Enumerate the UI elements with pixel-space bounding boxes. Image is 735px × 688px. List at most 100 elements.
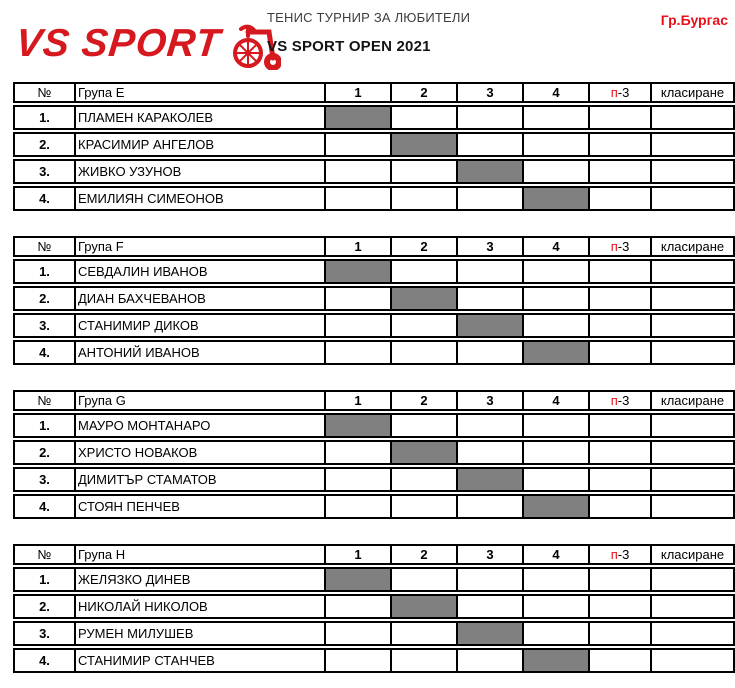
player-name: ХРИСТО НОВАКОВ	[75, 440, 325, 465]
match-column-header: 4	[523, 82, 589, 103]
player-row: 4. СТОЯН ПЕНЧЕВ	[13, 494, 735, 519]
match-result-cell	[523, 440, 589, 465]
match-result-cell	[325, 648, 391, 673]
number-column-header: №	[13, 236, 75, 257]
match-result-cell	[523, 621, 589, 646]
match-column-header: 2	[391, 544, 457, 565]
player-name: ЖЕЛЯЗКО ДИНЕВ	[75, 567, 325, 592]
points-cell	[589, 340, 651, 365]
player-number: 2.	[13, 132, 75, 157]
ranking-cell	[651, 340, 735, 365]
match-result-cell	[391, 159, 457, 184]
group-name-header: Група H	[75, 544, 325, 565]
player-row: 3. ДИМИТЪР СТАМАТОВ	[13, 467, 735, 492]
match-result-cell	[523, 594, 589, 619]
match-result-cell	[457, 648, 523, 673]
self-match-cell	[523, 186, 589, 211]
self-match-cell	[325, 413, 391, 438]
group-name-header: Група E	[75, 82, 325, 103]
points-header-black-part: -3	[617, 393, 630, 408]
match-result-cell	[391, 259, 457, 284]
group-header-row: № Група E 1 2 3 4 п-3 класиране	[13, 82, 735, 103]
self-match-cell	[391, 440, 457, 465]
player-number: 4.	[13, 648, 75, 673]
points-header-red-part: п	[610, 547, 618, 562]
player-number: 1.	[13, 259, 75, 284]
points-column-header: п-3	[589, 236, 651, 257]
player-name: ЖИВКО УЗУНОВ	[75, 159, 325, 184]
ranking-cell	[651, 259, 735, 284]
player-row: 2. ДИАН БАХЧЕВАНОВ	[13, 286, 735, 311]
points-cell	[589, 594, 651, 619]
logo-text: VS SPORT	[13, 21, 223, 65]
points-header-red-part: п	[610, 393, 618, 408]
ranking-cell	[651, 105, 735, 130]
points-column-header: п-3	[589, 544, 651, 565]
ranking-cell	[651, 159, 735, 184]
player-row: 1. ЖЕЛЯЗКО ДИНЕВ	[13, 567, 735, 592]
player-number: 1.	[13, 413, 75, 438]
match-column-header: 3	[457, 390, 523, 411]
match-result-cell	[325, 467, 391, 492]
player-row: 4. ЕМИЛИЯН СИМЕОНОВ	[13, 186, 735, 211]
match-column-header: 3	[457, 236, 523, 257]
match-column-header: 1	[325, 390, 391, 411]
points-header-black-part: -3	[617, 547, 630, 562]
points-cell	[589, 567, 651, 592]
ranking-cell	[651, 494, 735, 519]
match-column-header: 2	[391, 236, 457, 257]
points-header-black-part: -3	[617, 239, 630, 254]
match-column-header: 1	[325, 544, 391, 565]
match-result-cell	[325, 621, 391, 646]
self-match-cell	[391, 594, 457, 619]
match-result-cell	[523, 159, 589, 184]
player-number: 4.	[13, 340, 75, 365]
self-match-cell	[325, 567, 391, 592]
player-name: СЕВДАЛИН ИВАНОВ	[75, 259, 325, 284]
match-column-header: 3	[457, 82, 523, 103]
match-result-cell	[325, 494, 391, 519]
match-result-cell	[457, 259, 523, 284]
ranking-cell	[651, 621, 735, 646]
match-column-header: 4	[523, 236, 589, 257]
player-name: ПЛАМЕН КАРАКОЛЕВ	[75, 105, 325, 130]
player-row: 4. АНТОНИЙ ИВАНОВ	[13, 340, 735, 365]
player-row: 2. КРАСИМИР АНГЕЛОВ	[13, 132, 735, 157]
match-result-cell	[391, 567, 457, 592]
match-column-header: 1	[325, 236, 391, 257]
points-cell	[589, 313, 651, 338]
ranking-cell	[651, 413, 735, 438]
match-result-cell	[391, 621, 457, 646]
match-result-cell	[391, 648, 457, 673]
ranking-column-header: класиране	[651, 236, 735, 257]
match-result-cell	[457, 567, 523, 592]
match-column-header: 3	[457, 544, 523, 565]
points-cell	[589, 440, 651, 465]
match-column-header: 1	[325, 82, 391, 103]
match-result-cell	[391, 313, 457, 338]
ranking-column-header: класиране	[651, 390, 735, 411]
player-number: 2.	[13, 440, 75, 465]
points-cell	[589, 621, 651, 646]
player-name: СТОЯН ПЕНЧЕВ	[75, 494, 325, 519]
points-cell	[589, 648, 651, 673]
match-result-cell	[523, 313, 589, 338]
group-name-header: Група G	[75, 390, 325, 411]
tournament-title: ТЕНИС ТУРНИР ЗА ЛЮБИТЕЛИ	[267, 10, 471, 25]
match-result-cell	[325, 132, 391, 157]
player-number: 3.	[13, 467, 75, 492]
number-column-header: №	[13, 82, 75, 103]
match-result-cell	[391, 186, 457, 211]
match-result-cell	[325, 340, 391, 365]
player-row: 3. СТАНИМИР ДИКОВ	[13, 313, 735, 338]
player-number: 2.	[13, 594, 75, 619]
match-column-header: 2	[391, 82, 457, 103]
match-result-cell	[325, 186, 391, 211]
match-result-cell	[523, 413, 589, 438]
group-header-row: № Група F 1 2 3 4 п-3 класиране	[13, 236, 735, 257]
group-table: № Група F 1 2 3 4 п-3 класиране 1. СЕВДАЛ…	[13, 234, 735, 367]
player-row: 2. ХРИСТО НОВАКОВ	[13, 440, 735, 465]
ranking-cell	[651, 567, 735, 592]
match-result-cell	[457, 440, 523, 465]
match-result-cell	[457, 105, 523, 130]
